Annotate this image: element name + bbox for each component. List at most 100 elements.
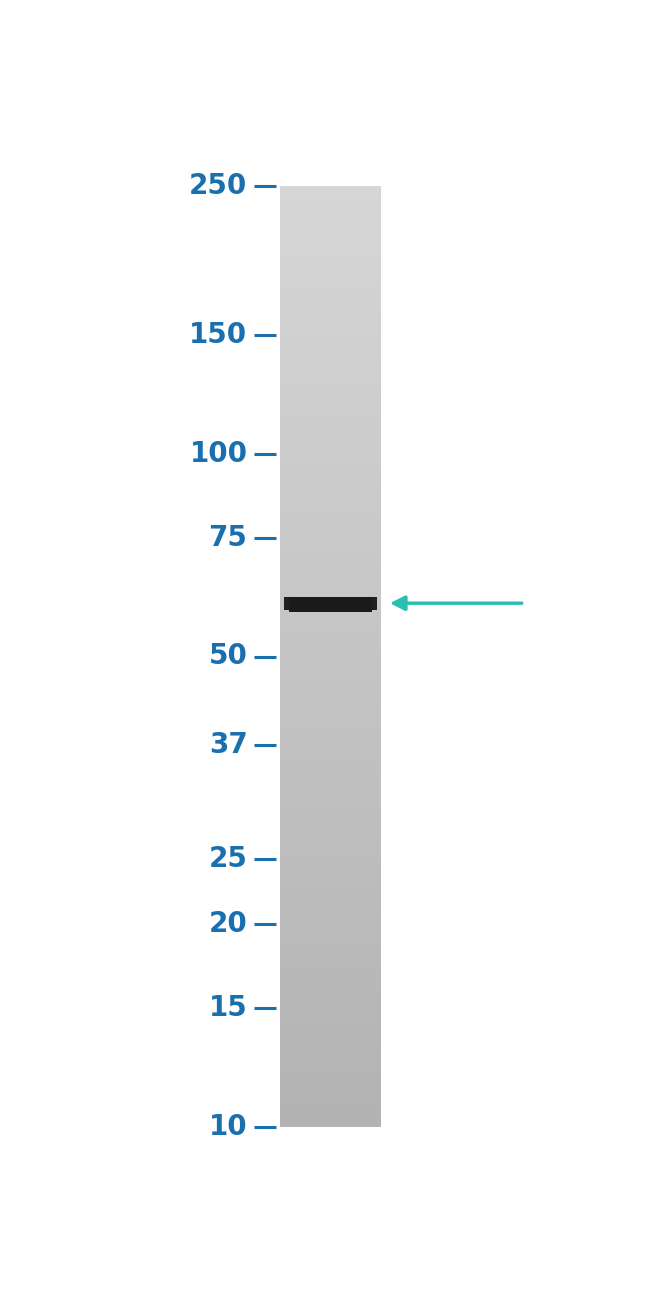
Bar xyxy=(280,845,381,848)
Bar xyxy=(280,712,381,716)
Bar xyxy=(280,588,381,590)
Bar xyxy=(280,745,381,748)
Bar xyxy=(280,547,381,550)
Bar xyxy=(280,872,381,876)
Bar xyxy=(280,1039,381,1043)
Bar xyxy=(280,963,381,967)
Bar xyxy=(280,826,381,829)
Bar xyxy=(280,559,381,563)
Bar xyxy=(280,989,381,992)
Bar xyxy=(280,499,381,503)
Bar xyxy=(280,459,381,462)
Bar xyxy=(280,985,381,989)
Bar xyxy=(280,894,381,898)
Bar xyxy=(280,1080,381,1083)
Bar xyxy=(280,647,381,650)
Bar xyxy=(280,734,381,738)
Bar xyxy=(280,452,381,456)
Bar xyxy=(280,468,381,472)
Bar xyxy=(280,299,381,302)
Bar xyxy=(280,333,381,337)
Bar xyxy=(280,192,381,195)
Text: 75: 75 xyxy=(209,524,248,552)
Bar xyxy=(280,829,381,832)
Bar xyxy=(280,441,381,443)
Bar xyxy=(280,306,381,308)
Bar xyxy=(280,277,381,280)
Bar xyxy=(280,421,381,424)
Bar xyxy=(280,321,381,324)
Bar xyxy=(280,337,381,339)
Bar xyxy=(280,503,381,506)
Bar xyxy=(280,932,381,936)
Bar xyxy=(280,474,381,477)
Bar xyxy=(280,396,381,399)
Bar xyxy=(280,1020,381,1023)
Bar xyxy=(280,889,381,892)
Bar xyxy=(280,741,381,745)
Bar xyxy=(280,1089,381,1092)
Bar xyxy=(280,1058,381,1061)
Bar xyxy=(280,803,381,807)
Bar xyxy=(280,494,381,497)
Bar xyxy=(280,738,381,741)
Bar xyxy=(284,597,377,610)
Bar xyxy=(280,914,381,916)
Bar xyxy=(280,954,381,958)
Bar xyxy=(280,296,381,299)
Bar xyxy=(280,506,381,510)
Bar xyxy=(280,205,381,208)
Bar xyxy=(280,725,381,728)
Bar xyxy=(280,930,381,932)
Bar xyxy=(280,1076,381,1080)
Bar xyxy=(280,641,381,644)
Bar xyxy=(280,763,381,766)
Bar xyxy=(280,1098,381,1102)
Bar xyxy=(280,312,381,315)
Bar xyxy=(280,634,381,638)
Bar xyxy=(280,692,381,694)
Bar xyxy=(280,810,381,814)
Text: 250: 250 xyxy=(189,172,248,200)
Bar xyxy=(280,330,381,333)
Bar xyxy=(280,534,381,537)
Bar xyxy=(280,221,381,224)
Bar xyxy=(280,430,381,434)
Bar xyxy=(280,490,381,494)
Bar xyxy=(280,920,381,923)
Bar xyxy=(280,942,381,945)
Bar xyxy=(280,521,381,525)
Bar xyxy=(280,352,381,355)
Bar xyxy=(280,350,381,352)
Bar xyxy=(280,472,381,474)
Bar xyxy=(280,754,381,757)
Bar xyxy=(280,948,381,952)
Bar xyxy=(280,681,381,685)
Bar xyxy=(280,568,381,572)
Bar xyxy=(280,670,381,672)
Bar xyxy=(280,863,381,867)
Bar xyxy=(280,190,381,192)
Bar xyxy=(280,794,381,798)
Bar xyxy=(280,446,381,450)
Bar xyxy=(280,898,381,901)
Bar xyxy=(280,923,381,926)
Bar xyxy=(280,783,381,785)
Bar xyxy=(280,1123,381,1127)
Bar xyxy=(280,315,381,317)
Bar xyxy=(280,581,381,585)
Bar xyxy=(280,632,381,634)
Bar xyxy=(280,1005,381,1008)
Bar xyxy=(280,274,381,277)
Bar xyxy=(280,1096,381,1098)
Bar xyxy=(280,1014,381,1017)
Bar xyxy=(280,910,381,914)
Bar xyxy=(280,852,381,854)
Bar xyxy=(280,974,381,976)
Bar xyxy=(280,578,381,581)
Bar xyxy=(280,355,381,359)
Bar xyxy=(280,1061,381,1065)
Bar xyxy=(280,1102,381,1105)
Bar xyxy=(280,324,381,328)
Bar xyxy=(280,998,381,1001)
